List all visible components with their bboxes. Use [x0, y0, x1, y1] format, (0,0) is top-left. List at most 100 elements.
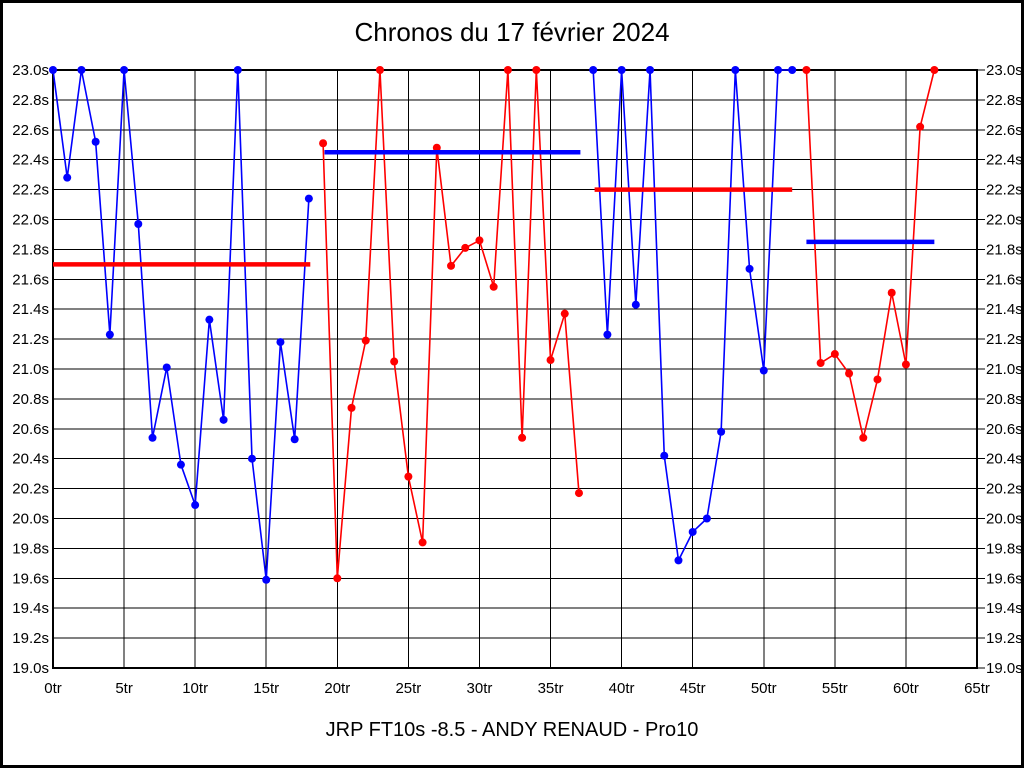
series-relais-2-rouge [319, 66, 583, 583]
data-point [290, 435, 299, 444]
y-axis-label-left: 19.2s [12, 630, 49, 647]
y-axis-label-left: 21.0s [12, 361, 49, 378]
data-point [930, 66, 939, 74]
y-axis-label-left: 22.0s [12, 212, 49, 229]
data-point [276, 338, 285, 347]
data-point [717, 427, 726, 436]
data-point [759, 366, 768, 375]
series-relais-4-rouge [802, 66, 939, 442]
data-point [873, 375, 882, 384]
data-point [631, 300, 640, 309]
data-point [248, 454, 257, 463]
y-axis-label-left: 20.2s [12, 481, 49, 498]
data-point [589, 66, 598, 74]
data-point [418, 538, 427, 547]
x-axis-label: 60tr [893, 680, 919, 697]
y-axis-label-right: 19.0s [986, 660, 1023, 677]
data-point [916, 122, 925, 131]
data-point [347, 403, 356, 412]
data-point [603, 330, 612, 339]
data-point [901, 360, 910, 369]
series-line [52, 69, 310, 581]
data-point [845, 369, 854, 378]
y-axis-label-left: 20.6s [12, 421, 49, 438]
data-point [503, 66, 512, 74]
y-axis-label-left: 20.4s [12, 451, 49, 468]
data-point [546, 356, 555, 365]
data-point [432, 143, 441, 152]
y-axis-label-left: 19.8s [12, 540, 49, 557]
data-point [191, 501, 200, 510]
y-axis-label-right: 20.6s [986, 421, 1023, 438]
data-point [134, 219, 143, 228]
data-point [375, 66, 384, 74]
data-point [390, 357, 399, 366]
y-axis-label-left: 21.8s [12, 241, 49, 258]
y-axis-label-right: 22.0s [986, 212, 1023, 229]
data-point [660, 451, 669, 460]
y-axis-label-left: 23.0s [12, 62, 49, 79]
y-axis-label-right: 21.0s [986, 361, 1023, 378]
y-axis-label-right: 22.2s [986, 182, 1023, 199]
y-axis-label-right: 20.2s [986, 481, 1023, 498]
y-axis-label-left: 19.4s [12, 600, 49, 617]
chart-footer: JRP FT10s -8.5 - ANDY RENAUD - Pro10 [325, 719, 699, 741]
x-axis-label: 10tr [182, 680, 208, 697]
data-point [802, 66, 811, 74]
plot-border [52, 69, 978, 669]
y-axis-label-left: 22.4s [12, 152, 49, 169]
y-axis-label-right: 21.8s [986, 241, 1023, 258]
data-point [120, 66, 129, 74]
data-point [518, 433, 527, 442]
data-point [617, 66, 626, 74]
data-point [574, 489, 583, 498]
data-point [532, 66, 541, 74]
y-axis-label-left: 19.6s [12, 570, 49, 587]
data-point [489, 282, 498, 291]
y-axis-label-left: 22.8s [12, 92, 49, 109]
data-point [63, 173, 72, 182]
x-axis-label: 50tr [751, 680, 777, 697]
series-line [805, 69, 936, 439]
data-point [148, 433, 157, 442]
x-axis-label: 65tr [964, 680, 990, 697]
data-point [105, 330, 114, 339]
y-axis-label-left: 20.8s [12, 391, 49, 408]
data-point [361, 336, 370, 345]
data-point [205, 315, 214, 324]
data-point [49, 66, 57, 74]
data-point [77, 66, 86, 74]
gridlines [52, 69, 985, 669]
y-axis-label-right: 19.8s [986, 540, 1023, 557]
data-point [176, 460, 185, 469]
x-axis-label: 15tr [253, 680, 279, 697]
data-point [859, 433, 868, 442]
data-point [162, 363, 171, 372]
y-axis-label-right: 20.4s [986, 451, 1023, 468]
lap-times-chart: 23.0s 23.0s 22.8s 22.8s 22.6s 22.6s 22.4s 22.4s… [12, 62, 1023, 697]
data-point [731, 66, 740, 74]
data-point [560, 309, 569, 318]
y-axis-label-right: 22.4s [986, 152, 1023, 169]
average-lines [53, 149, 935, 267]
data-point [816, 359, 825, 368]
data-point [461, 243, 470, 252]
data-point [830, 350, 839, 359]
data-point [233, 66, 242, 74]
y-axis-label-right: 19.6s [986, 570, 1023, 587]
data-point [262, 575, 271, 584]
data-point [304, 194, 313, 203]
data-point [319, 139, 328, 148]
x-axis-label: 5tr [115, 680, 133, 697]
data-point [646, 66, 655, 74]
y-axis-label-left: 22.2s [12, 182, 49, 199]
series-line [322, 69, 580, 580]
data-point [702, 514, 711, 523]
y-axis-label-left: 19.0s [12, 660, 49, 677]
data-point [219, 415, 228, 424]
data-point [887, 288, 896, 297]
y-axis-label-right: 23.0s [986, 62, 1023, 79]
x-axis-label: 55tr [822, 680, 848, 697]
y-axis-label-right: 19.2s [986, 630, 1023, 647]
y-axis-label-right: 22.6s [986, 122, 1023, 139]
